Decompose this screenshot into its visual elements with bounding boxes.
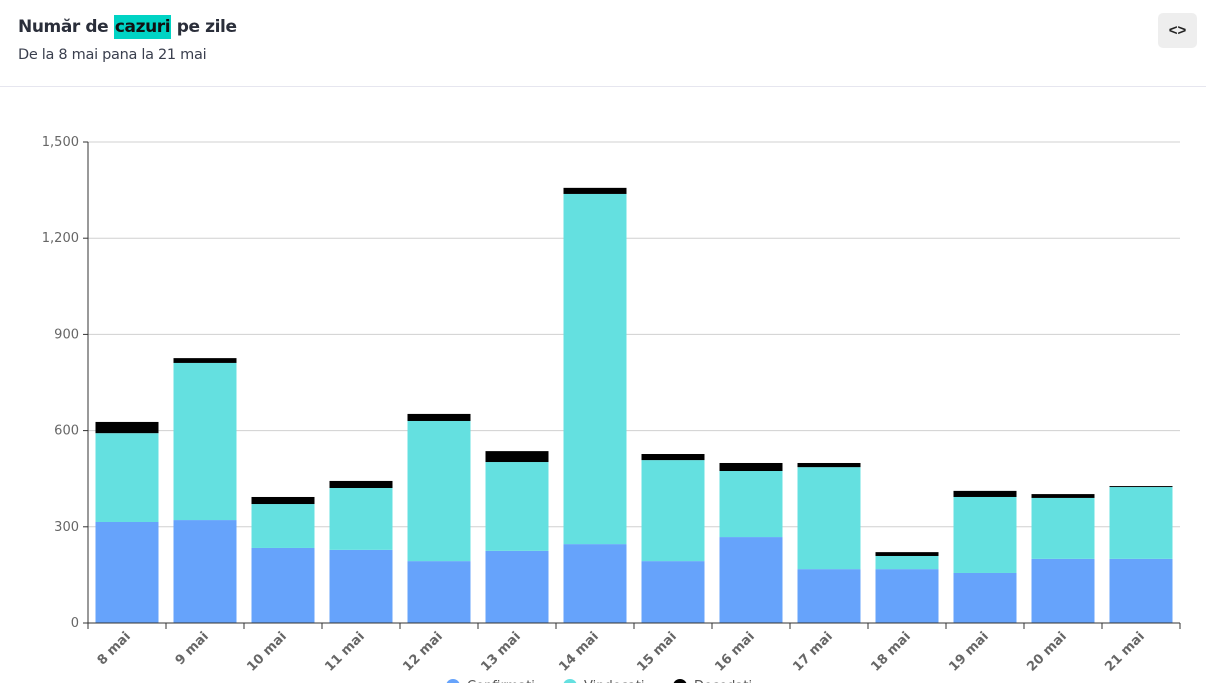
x-tick-label: 9 mai	[173, 629, 212, 668]
bar-decedai	[875, 552, 939, 556]
x-tick-label: 14 mai	[556, 629, 602, 675]
legend-label: Confirmați	[467, 679, 535, 683]
y-tick-label: 0	[71, 616, 79, 631]
bar-confirmai	[95, 521, 159, 623]
y-tick-label: 600	[54, 424, 79, 439]
title-text: Număr de	[18, 17, 114, 37]
y-tick-label: 300	[54, 520, 79, 535]
bar-vindecai	[485, 462, 549, 551]
bar-decedai	[251, 496, 315, 505]
bar-vindecai	[563, 193, 627, 545]
bar-decedai	[407, 413, 471, 421]
bar-decedai	[797, 462, 861, 468]
bar-decedai	[1109, 486, 1173, 488]
bar-confirmai	[1109, 558, 1173, 623]
x-tick-label: 21 mai	[1102, 629, 1148, 675]
x-tick-label: 17 mai	[790, 629, 836, 675]
x-tick-label: 8 mai	[95, 629, 134, 668]
chart-header: Număr de cazuri pe zile De la 8 mai pana…	[0, 0, 1206, 87]
bar-confirmai	[173, 520, 237, 623]
bar-confirmai	[641, 561, 705, 623]
legend-label: Decedați	[694, 679, 752, 683]
bar-decedai	[485, 451, 549, 463]
x-tick-label: 16 mai	[712, 629, 758, 675]
x-tick-label: 12 mai	[400, 629, 446, 675]
legend-label: Vindecați	[584, 679, 645, 683]
x-tick-label: 15 mai	[634, 629, 680, 675]
bar-decedai	[173, 358, 237, 363]
bar-vindecai	[875, 555, 939, 570]
title-text-end: pe zile	[171, 17, 237, 37]
chart-subtitle: De la 8 mai pana la 21 mai	[18, 47, 207, 63]
bar-vindecai	[719, 471, 783, 538]
legend-marker	[446, 679, 460, 683]
bar-confirmai	[563, 544, 627, 623]
x-tick-label: 20 mai	[1024, 629, 1070, 675]
bar-vindecai	[797, 467, 861, 570]
y-tick-label: 900	[54, 327, 79, 342]
bar-confirmai	[251, 547, 315, 623]
bar-vindecai	[95, 433, 159, 522]
x-tick-label: 10 mai	[244, 629, 290, 675]
bar-decedai	[329, 480, 393, 488]
bar-vindecai	[953, 496, 1017, 573]
bar-decedai	[1031, 494, 1095, 498]
chart-title: Număr de cazuri pe zile	[18, 15, 237, 39]
x-tick-label: 13 mai	[478, 629, 524, 675]
bar-confirmai	[485, 550, 549, 623]
bar-confirmai	[719, 537, 783, 623]
bar-vindecai	[173, 362, 237, 521]
embed-code-button[interactable]: <>	[1158, 13, 1197, 48]
x-tick-label: 11 mai	[322, 629, 368, 675]
bar-vindecai	[407, 420, 471, 562]
bar-vindecai	[251, 504, 315, 548]
bar-confirmai	[407, 561, 471, 623]
bar-vindecai	[1109, 487, 1173, 559]
title-highlight: cazuri	[113, 15, 172, 39]
bar-decedai	[719, 462, 783, 472]
x-tick-label: 19 mai	[946, 629, 992, 675]
legend-marker	[673, 679, 687, 683]
bar-confirmai	[329, 549, 393, 623]
bar-vindecai	[1031, 497, 1095, 559]
bar-vindecai	[329, 487, 393, 550]
bar-decedai	[563, 187, 627, 194]
bar-confirmai	[797, 569, 861, 623]
bar-decedai	[641, 454, 705, 461]
bar-confirmai	[1031, 558, 1095, 623]
bar-decedai	[953, 490, 1017, 497]
y-tick-label: 1,200	[42, 231, 79, 246]
x-tick-label: 18 mai	[868, 629, 914, 675]
bar-confirmai	[953, 572, 1017, 623]
bar-decedai	[95, 421, 159, 434]
bar-confirmai	[875, 569, 939, 623]
legend-marker	[563, 679, 577, 683]
bar-vindecai	[641, 460, 705, 562]
y-tick-label: 1,500	[42, 135, 79, 150]
